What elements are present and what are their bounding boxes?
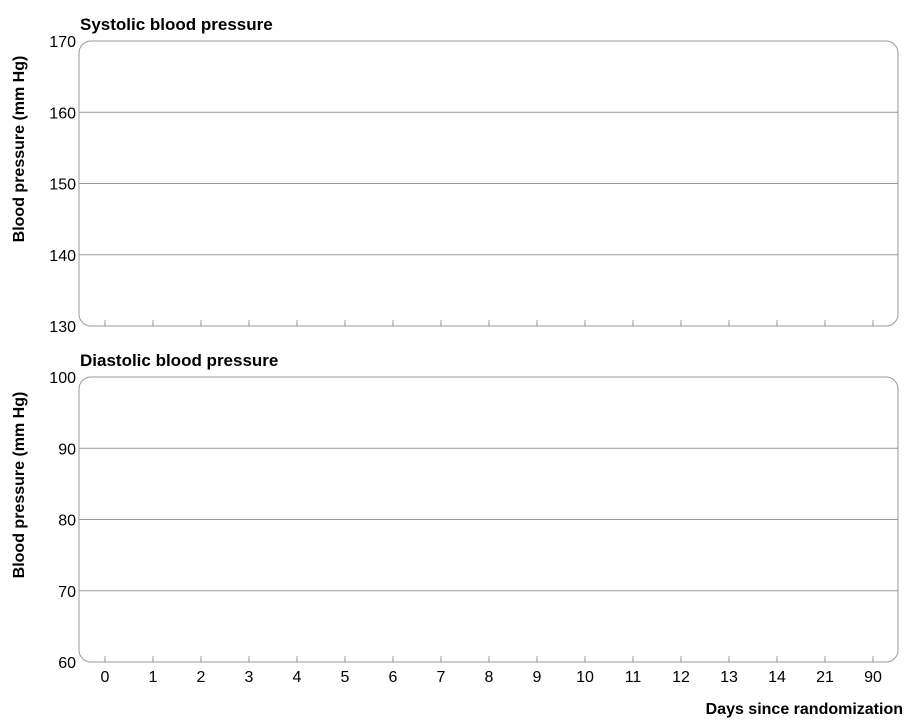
x-axis-label: Days since randomization <box>706 701 903 718</box>
x-tick-label: 1 <box>149 669 158 686</box>
y-tick-label: 170 <box>49 34 76 51</box>
x-tick-label: 6 <box>389 669 398 686</box>
x-tick-label: 5 <box>341 669 350 686</box>
x-tick-label: 4 <box>293 669 302 686</box>
systolic-y-axis-label: Blood pressure (mm Hg) <box>11 56 28 243</box>
y-tick-label: 100 <box>49 370 76 387</box>
x-tick-label: 8 <box>485 669 494 686</box>
diastolic-panel: Diastolic blood pressure Blood pressure … <box>11 351 899 686</box>
x-tick-label: 9 <box>533 669 542 686</box>
y-tick-label: 70 <box>58 584 76 601</box>
y-tick-label: 160 <box>49 105 76 122</box>
diastolic-y-axis-label: Blood pressure (mm Hg) <box>11 392 28 579</box>
y-tick-label: 90 <box>58 441 76 458</box>
x-tick-label: 11 <box>625 669 642 686</box>
diastolic-panel-title: Diastolic blood pressure <box>80 351 278 370</box>
y-tick-label: 80 <box>58 513 76 530</box>
x-tick-label: 12 <box>672 669 690 686</box>
systolic-panel-title: Systolic blood pressure <box>80 15 273 34</box>
x-tick-label: 14 <box>768 669 786 686</box>
x-tick-label: 0 <box>101 669 110 686</box>
x-tick-label: 2 <box>197 669 206 686</box>
systolic-panel: Systolic blood pressure Blood pressure (… <box>11 15 899 336</box>
y-tick-label: 130 <box>49 319 76 336</box>
y-tick-label: 60 <box>58 655 76 672</box>
x-tick-label: 3 <box>245 669 254 686</box>
x-tick-label: 7 <box>437 669 446 686</box>
y-tick-label: 140 <box>49 248 76 265</box>
x-tick-label: 21 <box>816 669 834 686</box>
x-tick-label: 90 <box>864 669 882 686</box>
x-tick-label: 10 <box>576 669 594 686</box>
x-tick-label: 13 <box>720 669 738 686</box>
y-tick-label: 150 <box>49 177 76 194</box>
